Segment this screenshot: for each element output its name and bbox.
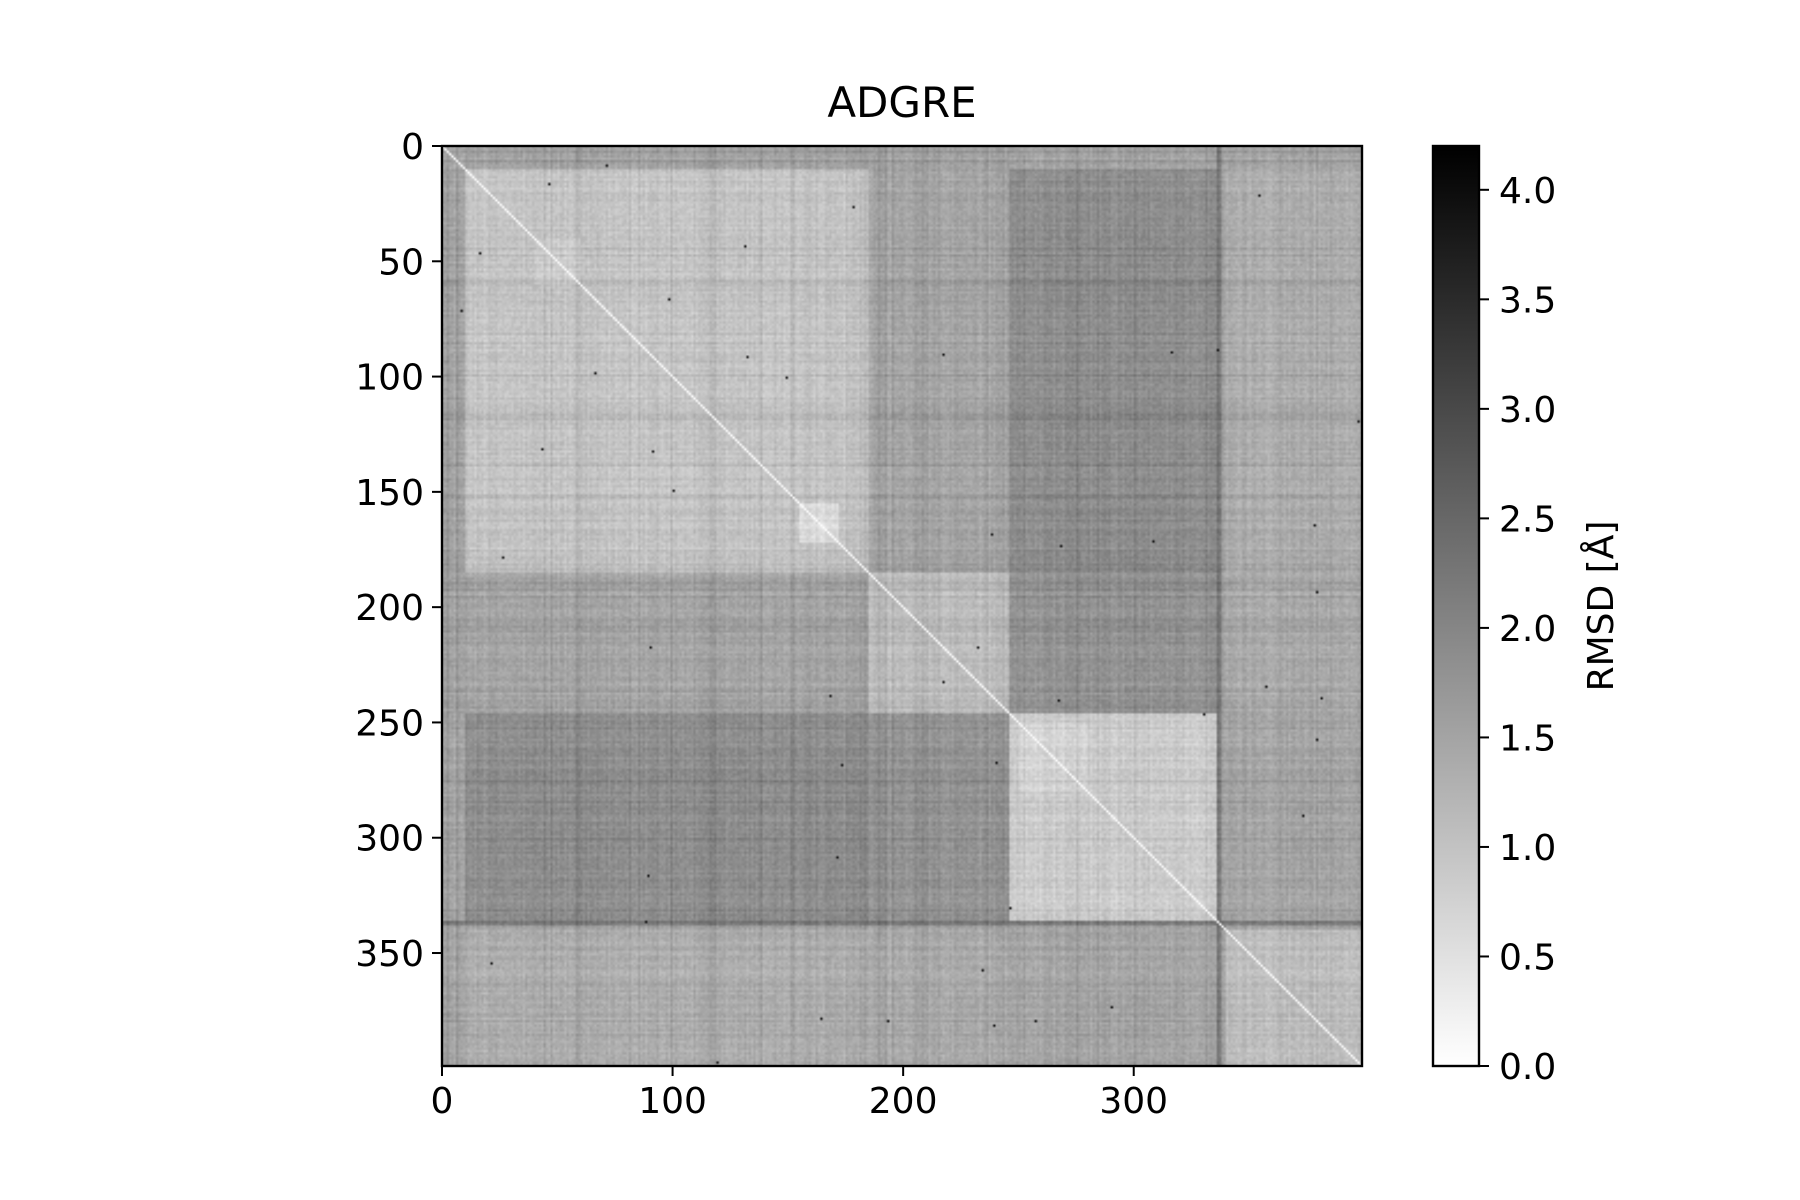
colorbar-tick-label: 4.0 — [1499, 171, 1556, 212]
y-tick-label: 150 — [355, 473, 424, 514]
y-tick-label: 0 — [401, 127, 424, 168]
colorbar-tick-label: 1.0 — [1499, 828, 1556, 869]
x-tick-label: 200 — [869, 1081, 938, 1122]
y-tick-label: 100 — [355, 358, 424, 399]
y-tick-label: 300 — [355, 819, 424, 860]
chart-title: ADGRE — [827, 78, 976, 127]
x-tick-label: 0 — [431, 1081, 454, 1122]
y-tick-label: 50 — [378, 242, 424, 283]
heatmap-plot-area — [440, 144, 1364, 1068]
y-axis: 0 50 100 150 200 250 300 350 — [355, 127, 442, 975]
colorbar-tick-label: 2.0 — [1499, 609, 1556, 650]
colorbar-gradient — [1433, 146, 1479, 1066]
colorbar-tick-label: 3.0 — [1499, 390, 1556, 431]
x-tick-label: 100 — [638, 1081, 707, 1122]
colorbar-tick-label: 3.5 — [1499, 280, 1556, 321]
colorbar-ticks: 0.0 0.5 1.0 1.5 2.0 2.5 3.0 3.5 4.0 — [1479, 171, 1556, 1088]
x-axis: 0 100 200 300 — [431, 1066, 1168, 1122]
colorbar-label: RMSD [Å] — [1579, 521, 1622, 692]
y-tick-label: 250 — [355, 703, 424, 744]
y-tick-label: 200 — [355, 588, 424, 629]
colorbar-tick-label: 1.5 — [1499, 718, 1556, 759]
x-tick-label: 300 — [1099, 1081, 1168, 1122]
colorbar: 0.0 0.5 1.0 1.5 2.0 2.5 3.0 3.5 4.0 RMSD [Å] — [1431, 144, 1622, 1088]
colorbar-tick-label: 0.0 — [1499, 1047, 1556, 1088]
plot-frame — [440, 144, 1364, 1068]
colorbar-frame — [1431, 144, 1481, 1068]
y-tick-label: 350 — [355, 934, 424, 975]
rmsd-heatmap-image — [442, 146, 1362, 1066]
colorbar-tick-label: 2.5 — [1499, 499, 1556, 540]
colorbar-tick-label: 0.5 — [1499, 937, 1556, 978]
